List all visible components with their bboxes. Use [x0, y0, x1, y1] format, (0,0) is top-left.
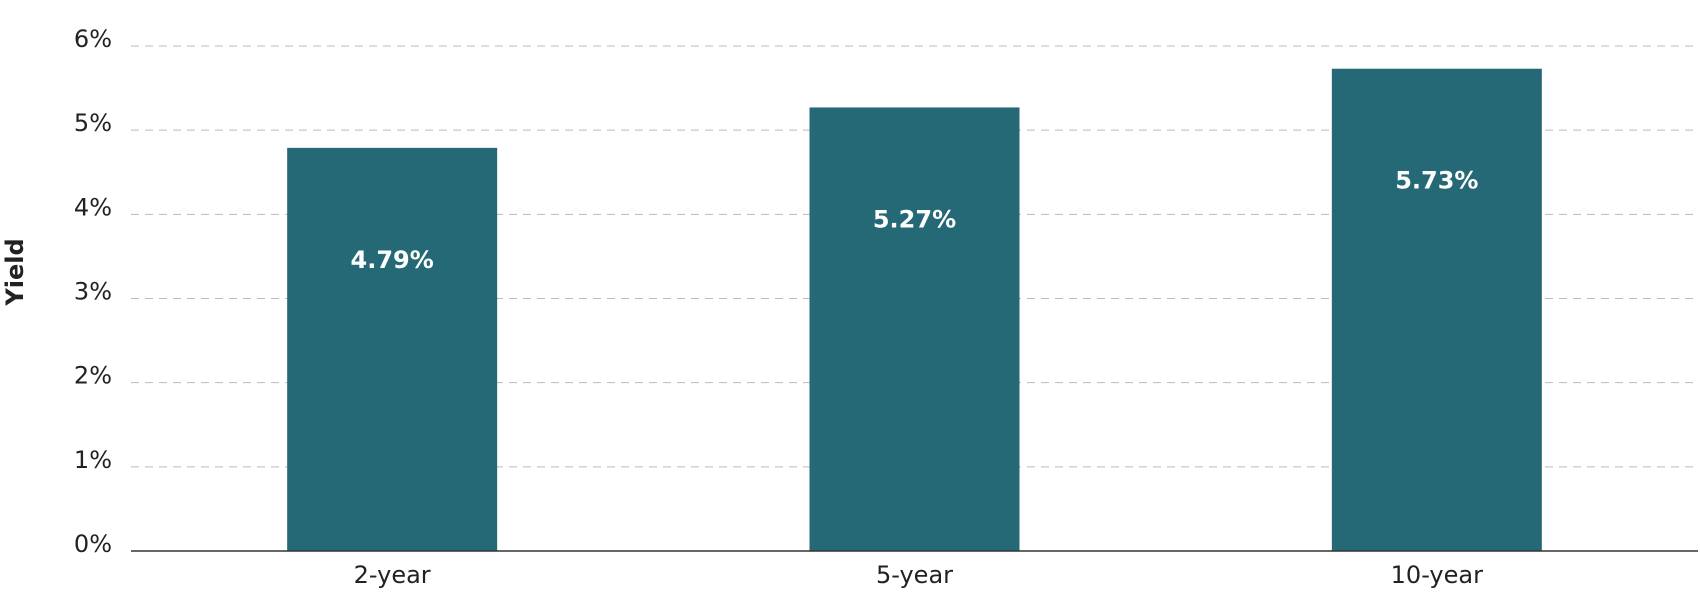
y-tick-label: 5%	[74, 109, 112, 137]
value-label: 4.79%	[351, 246, 434, 274]
y-tick-label: 0%	[74, 530, 112, 558]
x-tick-label: 5-year	[876, 561, 953, 589]
y-tick-label: 3%	[74, 278, 112, 306]
y-tick-label: 1%	[74, 446, 112, 474]
bar	[809, 107, 1020, 552]
x-tick-label: 2-year	[354, 561, 431, 589]
x-tick-label: 10-year	[1391, 561, 1483, 589]
y-tick-label: 2%	[74, 362, 112, 390]
bar	[1331, 68, 1542, 551]
y-tick-label: 6%	[74, 25, 112, 53]
value-label: 5.73%	[1395, 167, 1478, 195]
bar	[287, 147, 498, 551]
y-axis-label: Yield	[1, 238, 29, 306]
value-label: 5.27%	[873, 205, 956, 233]
y-tick-label: 4%	[74, 193, 112, 221]
